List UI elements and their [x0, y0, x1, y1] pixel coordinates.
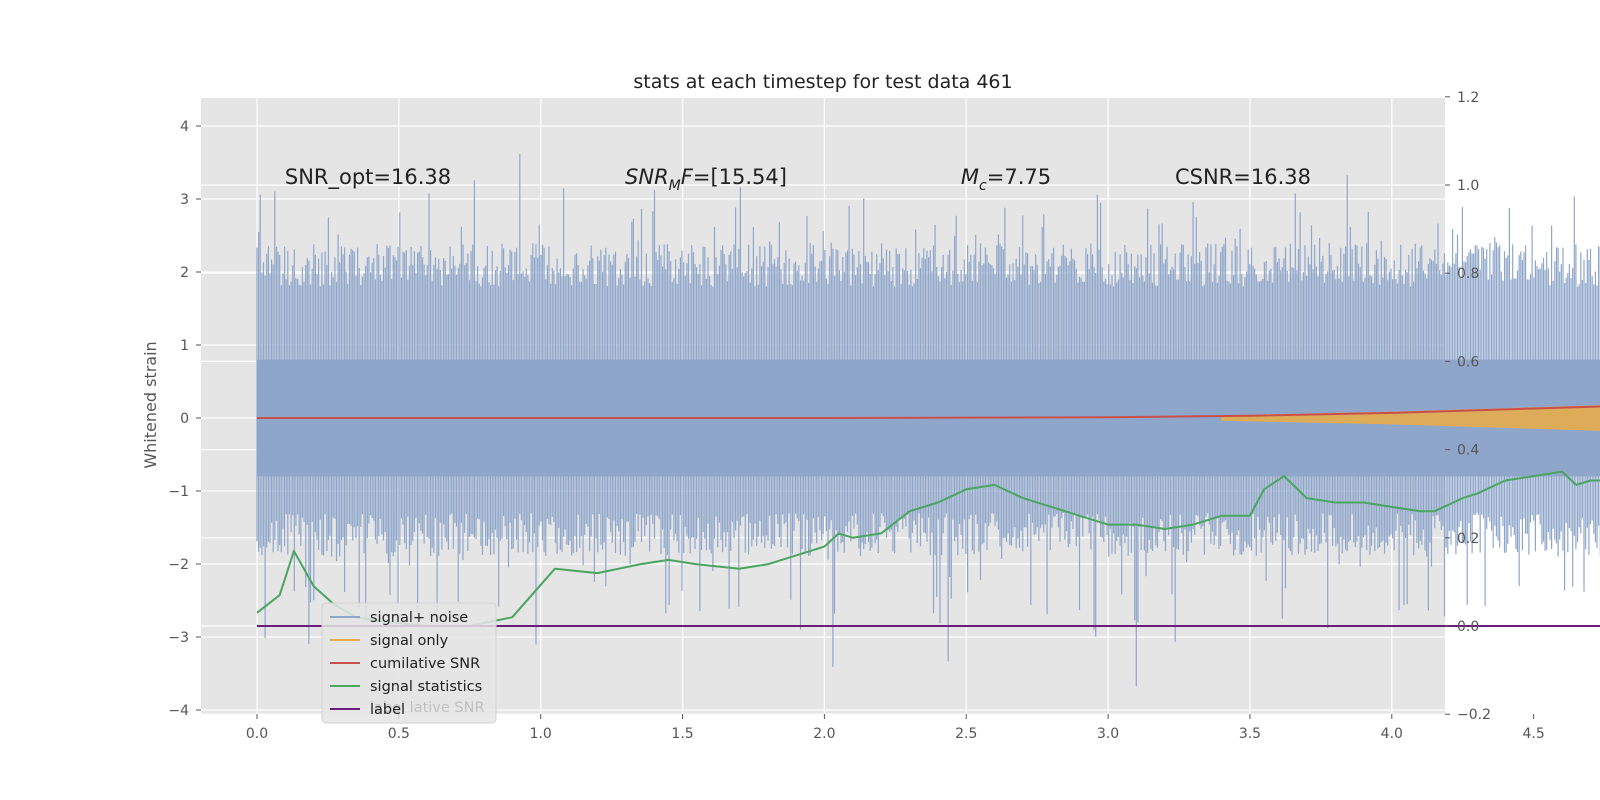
y2-tick-label-6: 1.0	[1457, 178, 1479, 194]
legend: label lative SNR signal+ noise signal onl…	[321, 602, 497, 724]
y-tick-label-7: 3	[180, 192, 189, 208]
y2-tick-label-4: 0.6	[1457, 354, 1479, 370]
x-axis: 0.00.51.01.52.02.53.03.54.04.55.05.56.06…	[246, 714, 1545, 742]
y-axis-right: −0.2 0.0 0.2 0.4 0.6 0.8 1.0 1.2	[1445, 90, 1491, 723]
y2-tick-label-5: 0.8	[1457, 266, 1479, 282]
x-tick-label-5: 2.5	[955, 726, 977, 742]
x-tick-label-2: 1.0	[530, 726, 552, 742]
y-tick-label-1: −3	[168, 630, 189, 646]
legend-entries: signal+ noise signal only cumilative SNR si…	[330, 610, 482, 718]
annotation-snr-opt: SNR_opt=16.38	[285, 165, 451, 190]
x-tick-label-4: 2.0	[813, 726, 835, 742]
annotation-csnr: CSNR=16.38	[1175, 165, 1311, 189]
y-tick-label-0: −4	[168, 703, 189, 719]
x-tick-label-3: 1.5	[671, 726, 693, 742]
y-tick-label-3: −1	[168, 484, 189, 500]
legend-label-label: label	[370, 702, 405, 718]
y-axis-title: Whitened strain	[141, 341, 160, 468]
annotation-chirp-mass: Mc=7.75	[961, 165, 1051, 194]
y-tick-label-2: −2	[168, 557, 189, 573]
series-line-cumilative-snr	[257, 405, 1600, 419]
y2-tick-label-1: 0.0	[1457, 619, 1479, 635]
legend-label-cumilative-snr: cumilative SNR	[370, 656, 480, 672]
y-tick-label-8: 4	[180, 119, 189, 135]
y2-tick-label-7: 1.2	[1457, 90, 1479, 106]
annotation-snr-mf: SNRMF=[15.54]	[625, 165, 787, 194]
series-line-signal-statistics	[256, 470, 1600, 627]
legend-label-signal-statistics: signal statistics	[370, 679, 482, 695]
y-tick-label-5: 1	[180, 338, 189, 354]
x-tick-label-1: 0.5	[388, 726, 410, 742]
y2-tick-label-2: 0.2	[1457, 531, 1479, 547]
series-signal-only	[1221, 405, 1600, 431]
x-tick-label-6: 3.0	[1097, 726, 1119, 742]
series-lines	[256, 405, 1600, 627]
y2-tick-label-0: −0.2	[1457, 707, 1491, 723]
x-tick-label-8: 4.0	[1381, 726, 1403, 742]
y-tick-label-6: 2	[180, 265, 189, 281]
legend-box	[321, 602, 497, 724]
signal-envelope	[1221, 405, 1600, 431]
y2-tick-label-3: 0.4	[1457, 443, 1479, 459]
x-tick-label-7: 3.5	[1239, 726, 1261, 742]
y-tick-label-4: 0	[180, 411, 189, 427]
legend-ghost-text: label lative SNR	[370, 700, 485, 716]
chart-title: stats at each timestep for test data 461	[633, 71, 1012, 93]
y-axis-left: −4 −3 −2 −1 0 1 2 3 4	[168, 119, 201, 719]
legend-label-signal-only: signal only	[370, 633, 449, 649]
x-tick-label-0: 0.0	[246, 726, 268, 742]
series-line-label	[257, 625, 1600, 627]
x-tick-label-9: 4.5	[1523, 726, 1545, 742]
legend-label-signal-noise: signal+ noise	[370, 610, 468, 626]
